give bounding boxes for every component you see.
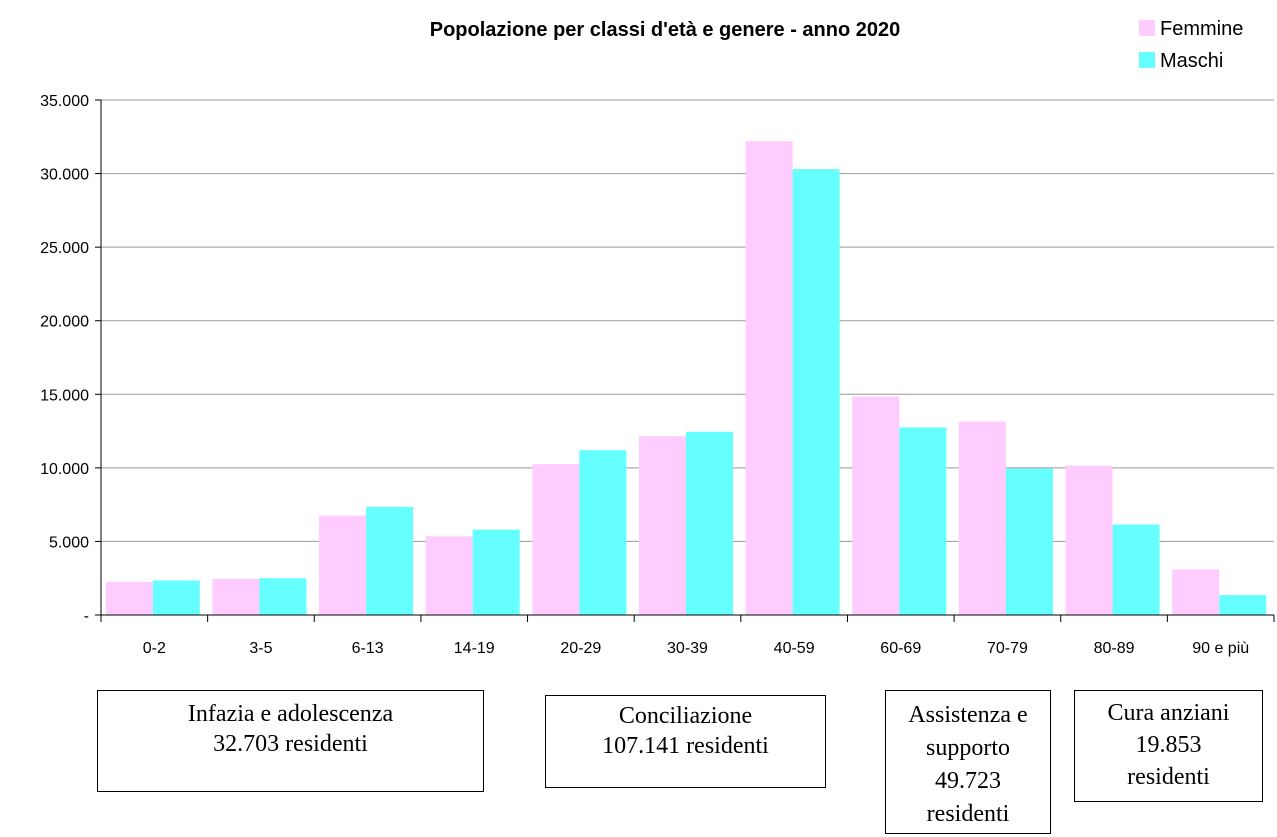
annotation-box-infanzia: Infazia e adolescenza 32.703 residenti	[97, 690, 484, 792]
bar-maschi	[1112, 524, 1160, 615]
bar-maschi	[1219, 595, 1267, 615]
y-tick-label: 5.000	[49, 534, 89, 551]
x-tick-label: 30-39	[667, 640, 708, 657]
bar-femmine	[852, 396, 900, 615]
x-tick-label: 3-5	[249, 640, 272, 657]
bar-femmine	[1172, 569, 1220, 615]
bar-maschi	[366, 506, 414, 615]
legend-swatch	[1139, 20, 1155, 36]
legend-label: Maschi	[1160, 50, 1223, 72]
y-tick-label: 15.000	[40, 387, 89, 404]
annotation-line: residenti	[926, 801, 1010, 827]
bar-femmine	[425, 536, 473, 615]
bar-femmine	[105, 581, 153, 615]
bar-femmine	[958, 421, 1006, 615]
x-tick-label: 40-59	[774, 640, 815, 657]
annotation-line: Infazia e adolescenza	[187, 701, 394, 727]
bar-femmine	[212, 578, 260, 615]
annotation-line: residenti	[1127, 764, 1210, 790]
annotation-line: Cura anziani	[1107, 700, 1230, 726]
bar-maschi	[472, 529, 520, 615]
annotation-box-conciliazione: Conciliazione 107.141 residenti	[545, 695, 826, 788]
y-tick-label: 20.000	[40, 314, 89, 331]
bar-maschi	[579, 450, 627, 615]
annotation-line: 49.723	[935, 768, 1001, 794]
bar-maschi	[899, 427, 947, 615]
bar-maschi	[259, 578, 307, 615]
x-tick-label: 90 e più	[1192, 640, 1249, 657]
bar-maschi	[792, 169, 840, 615]
x-tick-label: 6-13	[352, 640, 384, 657]
legend-swatch	[1139, 52, 1155, 68]
bar-femmine	[639, 436, 686, 615]
bar-maschi	[686, 431, 733, 615]
y-axis: - 5.000 10.000 15.000 20.000 25.000 30.000 35.0…	[40, 93, 102, 625]
bar-femmine	[319, 515, 367, 615]
bar-femmine	[745, 141, 793, 615]
x-tick-label: 20-29	[560, 640, 601, 657]
annotation-line: 19.853	[1135, 732, 1202, 758]
x-tick-label: 0-2	[143, 640, 166, 657]
annotation-line: Assistenza e	[908, 702, 1028, 728]
x-tick-label: 70-79	[987, 640, 1028, 657]
x-tick-label: 80-89	[1094, 640, 1135, 657]
y-tick-label: -	[84, 608, 89, 625]
y-tick-label: 25.000	[40, 240, 89, 257]
annotation-line: Conciliazione	[618, 703, 753, 729]
bar-femmine	[532, 464, 580, 615]
x-tick-label: 60-69	[880, 640, 921, 657]
bar-femmine	[1065, 465, 1113, 615]
annotation-box-cura-anziani: Cura anziani 19.853 residenti	[1074, 690, 1263, 802]
bar-maschi	[152, 580, 200, 615]
annotation-line: 32.703 residenti	[213, 731, 368, 757]
x-axis: 0-2 3-5 6-13 14-19 20-29 30-39 40-59 60-69 70-79…	[100, 614, 1275, 657]
legend: Femmine Maschi	[1139, 18, 1243, 72]
annotation-line: supporto	[926, 735, 1010, 761]
x-tick-label: 14-19	[454, 640, 495, 657]
legend-label: Femmine	[1160, 18, 1243, 40]
y-tick-label: 35.000	[40, 93, 89, 110]
annotation-box-assistenza: Assistenza e supporto 49.723 residenti	[885, 690, 1051, 834]
chart-title: Popolazione per classi d'età e genere - …	[430, 19, 900, 41]
bar-maschi	[1005, 468, 1053, 615]
bars	[105, 141, 1267, 615]
y-tick-label: 30.000	[40, 167, 89, 184]
y-tick-label: 10.000	[40, 461, 89, 478]
annotation-line: 107.141 residenti	[602, 733, 769, 759]
